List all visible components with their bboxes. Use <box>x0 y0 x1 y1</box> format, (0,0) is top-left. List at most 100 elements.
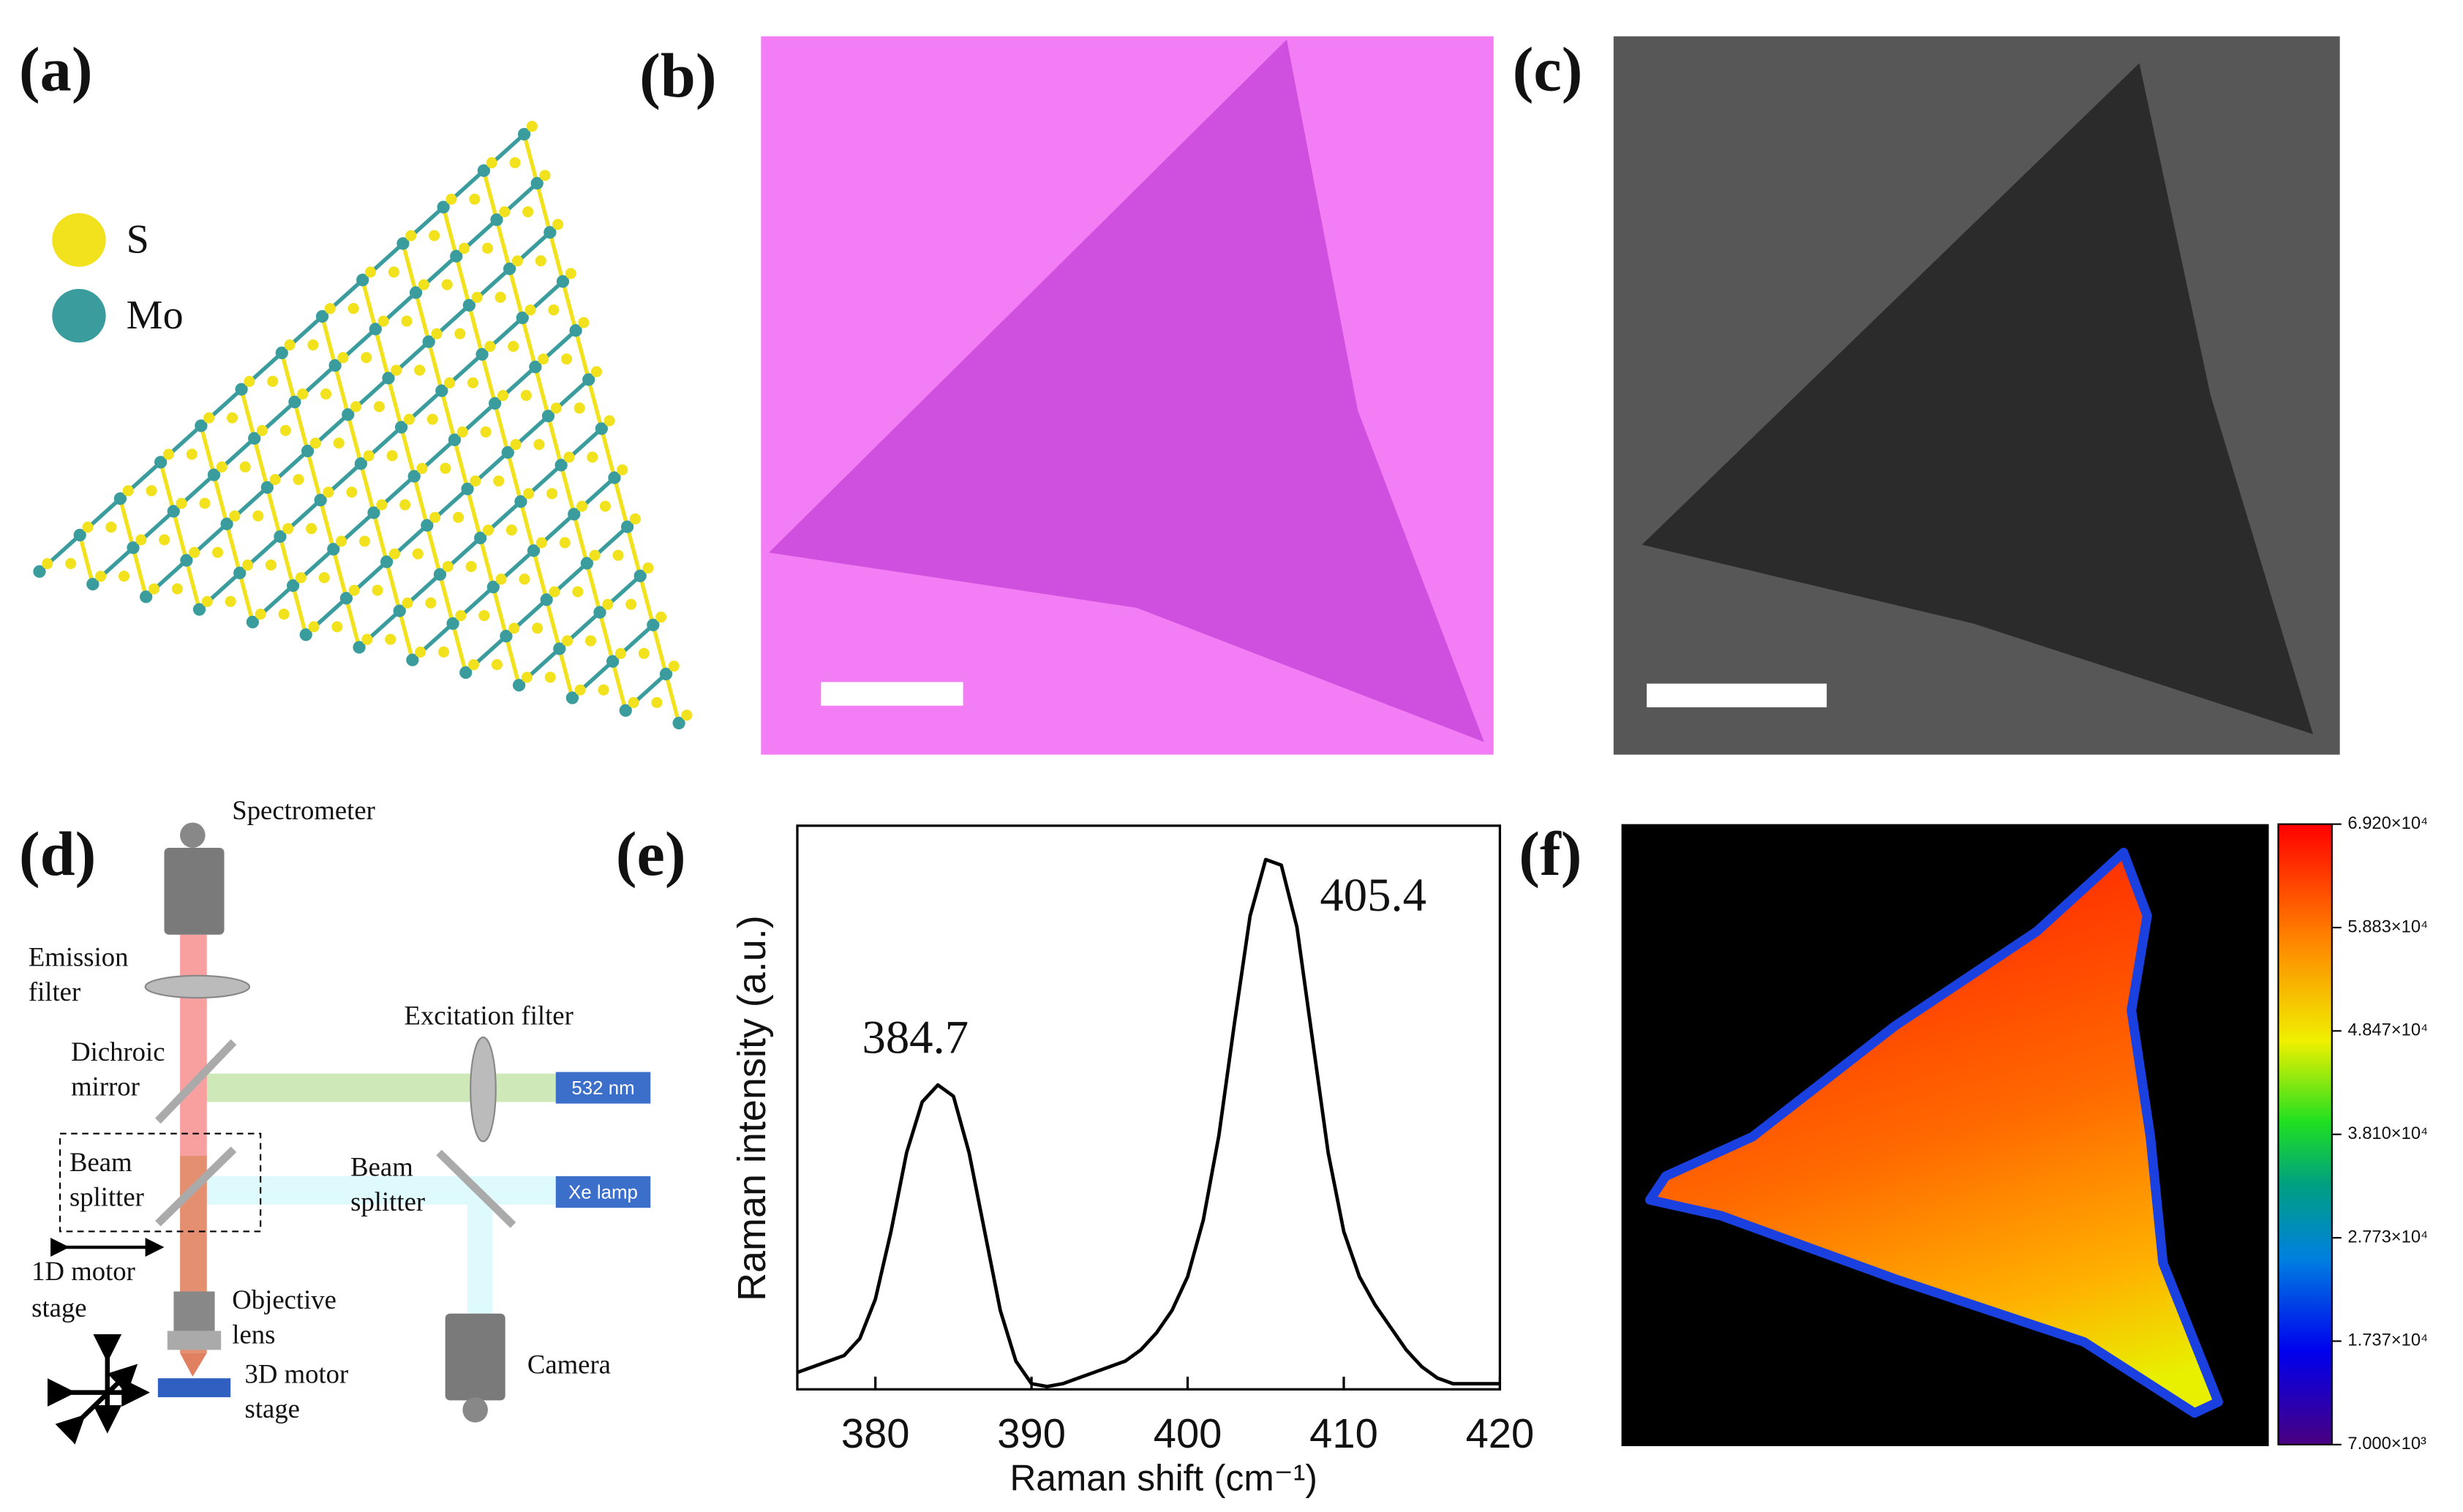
atom <box>422 335 435 348</box>
atom <box>614 647 626 659</box>
bond <box>426 341 444 391</box>
atom <box>286 579 300 593</box>
setup-diagram <box>47 822 651 1445</box>
atom <box>587 451 598 463</box>
atom <box>532 623 544 634</box>
atom <box>406 653 419 666</box>
atom <box>553 642 566 655</box>
atom <box>195 419 208 432</box>
colorbar-ticks: 6.920×10⁴ 5.883×10⁴ 4.847×10⁴ 3.810×10⁴ 2.77… <box>2331 814 2428 1453</box>
atom <box>146 485 157 497</box>
colorbar-tick-label: 5.883×10⁴ <box>2347 917 2428 936</box>
bond <box>397 610 415 661</box>
atom <box>226 412 238 424</box>
atom <box>535 537 547 549</box>
atom <box>522 206 534 218</box>
atom <box>455 610 467 622</box>
atom <box>489 396 502 410</box>
bond <box>478 537 495 588</box>
atom <box>260 481 274 494</box>
atom <box>176 497 187 509</box>
bond <box>293 401 310 452</box>
atom <box>425 597 437 609</box>
atom <box>275 346 288 360</box>
scale-bar <box>1647 683 1827 707</box>
atom <box>490 213 503 226</box>
atom <box>533 439 545 451</box>
bond <box>520 317 538 368</box>
colorbar <box>2277 823 2333 1445</box>
atom <box>180 554 193 567</box>
atom <box>336 535 347 547</box>
atom <box>445 193 457 205</box>
atom <box>403 413 415 425</box>
bond <box>437 573 455 625</box>
atom <box>426 413 438 425</box>
bond <box>385 561 402 612</box>
chart: 380 390 400 410 420 <box>797 857 1535 1456</box>
bond <box>480 353 497 405</box>
atom <box>482 524 495 536</box>
atom <box>548 304 560 316</box>
atom <box>462 298 476 312</box>
bond <box>399 426 416 477</box>
bond <box>481 170 499 221</box>
colorbar-tick-label: 6.920×10⁴ <box>2347 814 2428 833</box>
bond <box>522 133 539 184</box>
bond <box>451 623 468 674</box>
x-tick-label: 420 <box>1466 1410 1535 1456</box>
atom <box>284 339 296 351</box>
atom <box>431 328 443 339</box>
atom <box>544 225 557 239</box>
atom <box>508 340 519 353</box>
atom <box>282 523 294 535</box>
atom <box>212 546 224 558</box>
bond <box>413 292 431 342</box>
atom <box>308 621 320 633</box>
x-tick-label: 410 <box>1309 1410 1378 1456</box>
atom <box>470 475 481 487</box>
atom <box>363 450 375 462</box>
colorbar-tick-label: 2.773×10⁴ <box>2347 1227 2428 1246</box>
bond <box>535 182 552 233</box>
atom <box>578 317 590 328</box>
bond <box>508 268 524 319</box>
atom <box>565 268 576 279</box>
atom <box>372 584 383 596</box>
atom <box>297 388 309 400</box>
atom <box>299 628 312 642</box>
atom <box>540 593 553 606</box>
diagram-label: Excitation filter <box>405 1001 574 1031</box>
atom <box>511 255 523 267</box>
atom <box>509 157 521 168</box>
x-tick-label: 400 <box>1154 1410 1222 1456</box>
diagram-label: Camera <box>527 1350 611 1380</box>
legend-swatch <box>52 213 106 267</box>
bond <box>131 547 148 598</box>
atom <box>267 375 279 387</box>
atom <box>530 176 544 190</box>
bond <box>372 512 389 563</box>
bond <box>491 586 508 637</box>
annotation: 384.7 <box>862 1011 969 1064</box>
bond <box>346 414 363 464</box>
bond <box>320 315 337 366</box>
panel-label: (f) <box>1519 819 1582 889</box>
bond <box>278 535 296 587</box>
atom <box>314 494 327 507</box>
atom <box>497 390 509 402</box>
atom <box>500 629 513 643</box>
atom <box>358 535 371 547</box>
atom <box>514 494 527 508</box>
atom <box>446 617 459 630</box>
bond <box>211 474 229 524</box>
atom <box>127 541 140 554</box>
atom <box>388 548 400 560</box>
atom <box>288 395 301 409</box>
diagram-label: 1D motor <box>31 1256 135 1286</box>
atom <box>651 696 663 708</box>
atom <box>580 557 594 570</box>
atom <box>235 383 248 396</box>
atom <box>520 390 532 402</box>
panel-label: (e) <box>616 819 686 889</box>
